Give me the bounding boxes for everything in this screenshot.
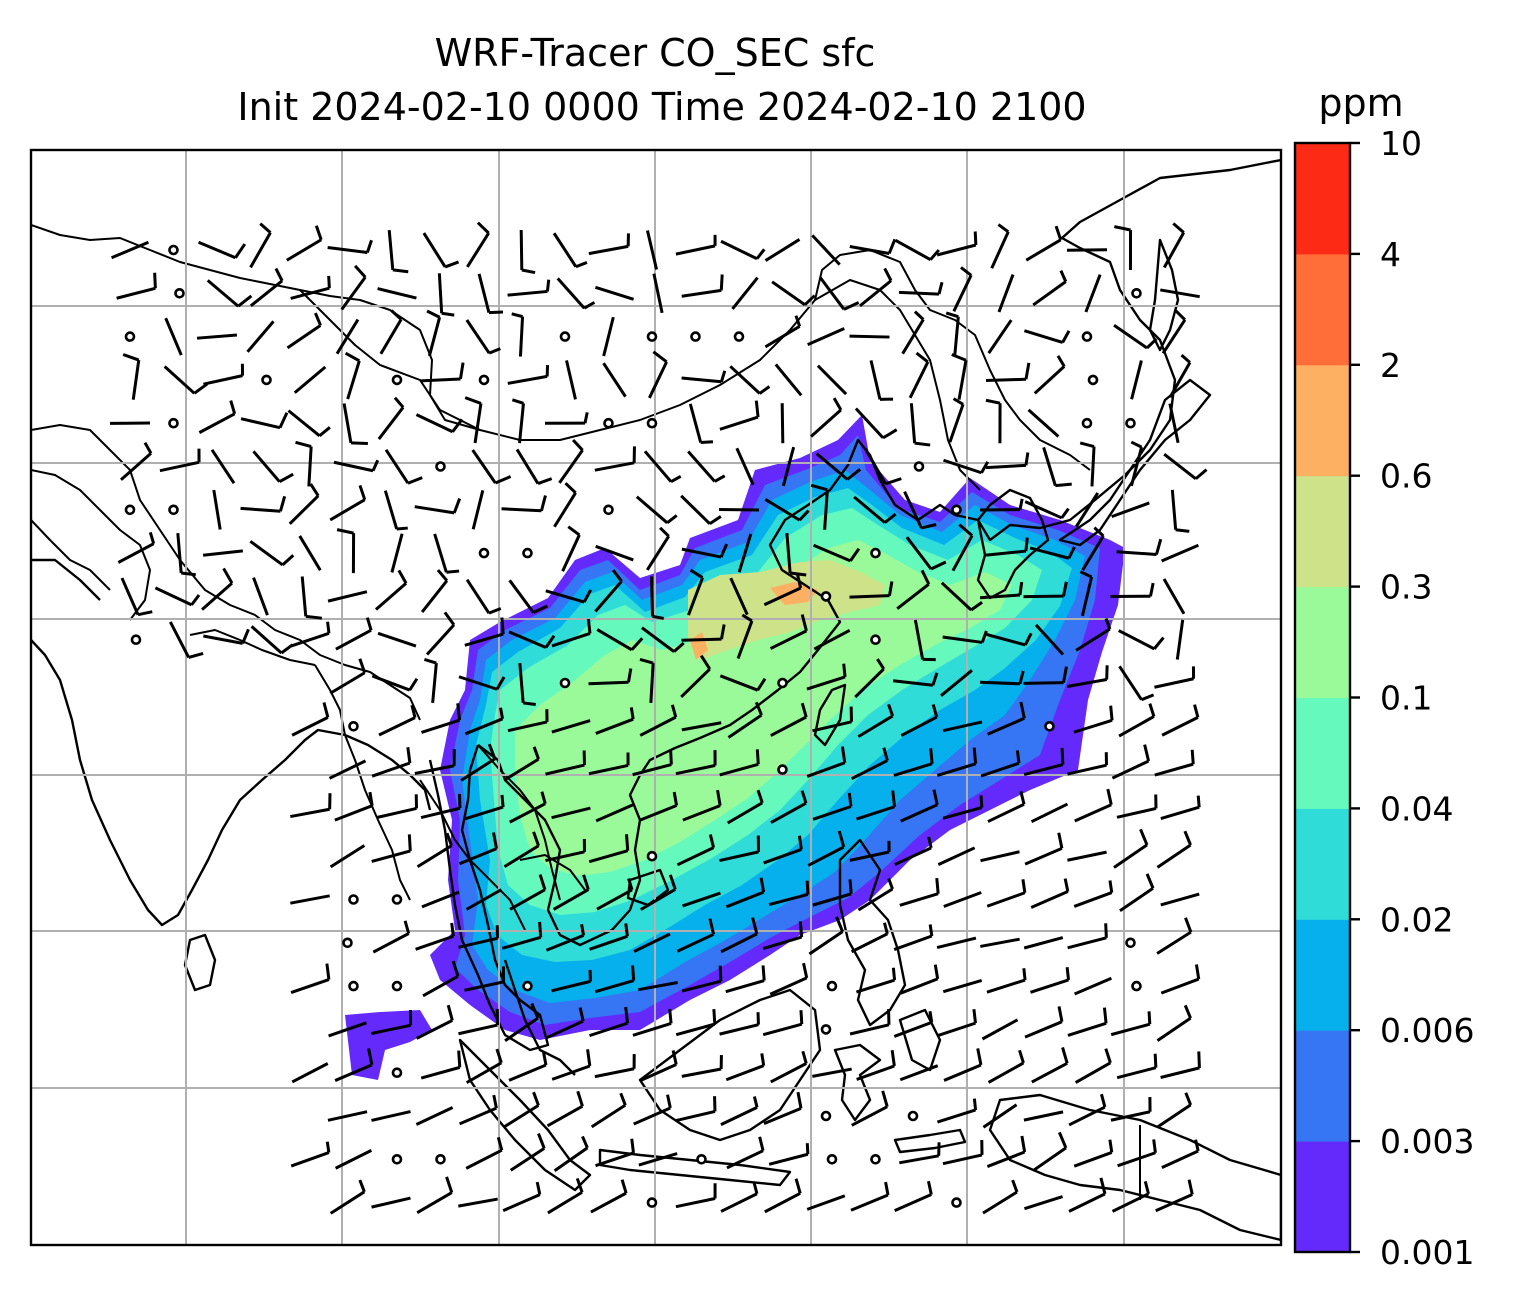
calm-circle <box>953 1199 961 1207</box>
calm-circle <box>605 419 613 427</box>
calm-circle <box>872 549 880 557</box>
calm-circle <box>344 939 352 947</box>
colorbar-label-11: 10 <box>1380 124 1422 163</box>
calm-circle <box>350 722 358 730</box>
calm-circle <box>170 419 178 427</box>
colorbar-band-1 <box>1295 1141 1350 1252</box>
calm-circle <box>393 1155 401 1163</box>
calm-circle <box>822 1112 830 1120</box>
calm-circle <box>648 1199 656 1207</box>
calm-circle <box>1127 419 1135 427</box>
colorbar-label-9: 2 <box>1380 346 1401 385</box>
calm-circle <box>915 463 923 471</box>
calm-circle <box>648 419 656 427</box>
colorbar: 0.001 0.003 0.006 0.02 0.04 0.1 0.3 0.6 2 4 10 <box>1295 124 1474 1272</box>
calm-circle <box>822 592 830 600</box>
calm-circle <box>828 982 836 990</box>
wind-barb <box>1067 250 1107 251</box>
colorbar-band-4 <box>1295 808 1350 919</box>
calm-circle <box>1089 376 1097 384</box>
calm-circle <box>872 636 880 644</box>
calm-circle <box>170 246 178 254</box>
calm-circle <box>1133 289 1141 297</box>
map-area <box>31 150 1281 1245</box>
calm-circle <box>822 1025 830 1033</box>
calm-circle <box>648 852 656 860</box>
calm-circle <box>692 333 700 341</box>
calm-circle <box>393 1069 401 1077</box>
calm-circle <box>953 506 961 514</box>
calm-circle <box>480 549 488 557</box>
colorbar-band-8 <box>1295 365 1350 476</box>
colorbar-label-5: 0.04 <box>1380 789 1453 828</box>
calm-circle <box>437 1155 445 1163</box>
calm-circle <box>126 506 134 514</box>
colorbar-band-10 <box>1295 143 1350 254</box>
colorbar-label-7: 0.3 <box>1380 568 1432 607</box>
colorbar-label-4: 0.02 <box>1380 900 1453 939</box>
colorbar-label-2: 0.003 <box>1380 1122 1474 1161</box>
calm-circle <box>437 463 445 471</box>
colorbar-band-2 <box>1295 1030 1350 1141</box>
colorbar-label-8: 0.6 <box>1380 457 1432 496</box>
calm-circle <box>176 289 184 297</box>
colorbar-unit: ppm <box>1318 81 1403 125</box>
calm-circle <box>561 333 569 341</box>
calm-circle <box>1046 722 1054 730</box>
calm-circle <box>909 1112 917 1120</box>
calm-circle <box>605 506 613 514</box>
colorbar-band-6 <box>1295 587 1350 698</box>
calm-circle <box>561 679 569 687</box>
colorbar-label-3: 0.006 <box>1380 1011 1474 1050</box>
calm-circle <box>1083 333 1091 341</box>
calm-circle <box>263 376 271 384</box>
calm-circle <box>1127 939 1135 947</box>
calm-circle <box>350 896 358 904</box>
calm-circle <box>735 333 743 341</box>
wind-barb <box>850 336 890 337</box>
calm-circle <box>393 896 401 904</box>
title-line-1: WRF-Tracer CO_SEC sfc <box>435 31 876 75</box>
colorbar-label-10: 4 <box>1380 235 1401 274</box>
colorbar-band-3 <box>1295 919 1350 1030</box>
wind-barb <box>782 403 783 443</box>
calm-circle <box>126 333 134 341</box>
colorbar-band-9 <box>1295 254 1350 365</box>
calm-circle <box>648 333 656 341</box>
calm-circle <box>779 766 787 774</box>
calm-circle <box>132 636 140 644</box>
calm-circle <box>170 506 178 514</box>
calm-circle <box>393 982 401 990</box>
calm-circle <box>828 1155 836 1163</box>
colorbar-label-6: 0.1 <box>1380 679 1432 718</box>
title-line-2: Init 2024-02-10 0000 Time 2024-02-10 210… <box>237 85 1086 129</box>
calm-circle <box>698 1155 706 1163</box>
calm-circle <box>1083 419 1091 427</box>
calm-circle <box>524 549 532 557</box>
calm-circle <box>480 376 488 384</box>
calm-circle <box>393 376 401 384</box>
calm-circle <box>779 679 787 687</box>
calm-circle <box>1133 982 1141 990</box>
colorbar-label-1: 0.001 <box>1380 1233 1474 1272</box>
colorbar-band-5 <box>1295 698 1350 809</box>
colorbar-band-7 <box>1295 476 1350 587</box>
calm-circle <box>872 1155 880 1163</box>
calm-circle <box>350 982 358 990</box>
calm-circle <box>524 982 532 990</box>
